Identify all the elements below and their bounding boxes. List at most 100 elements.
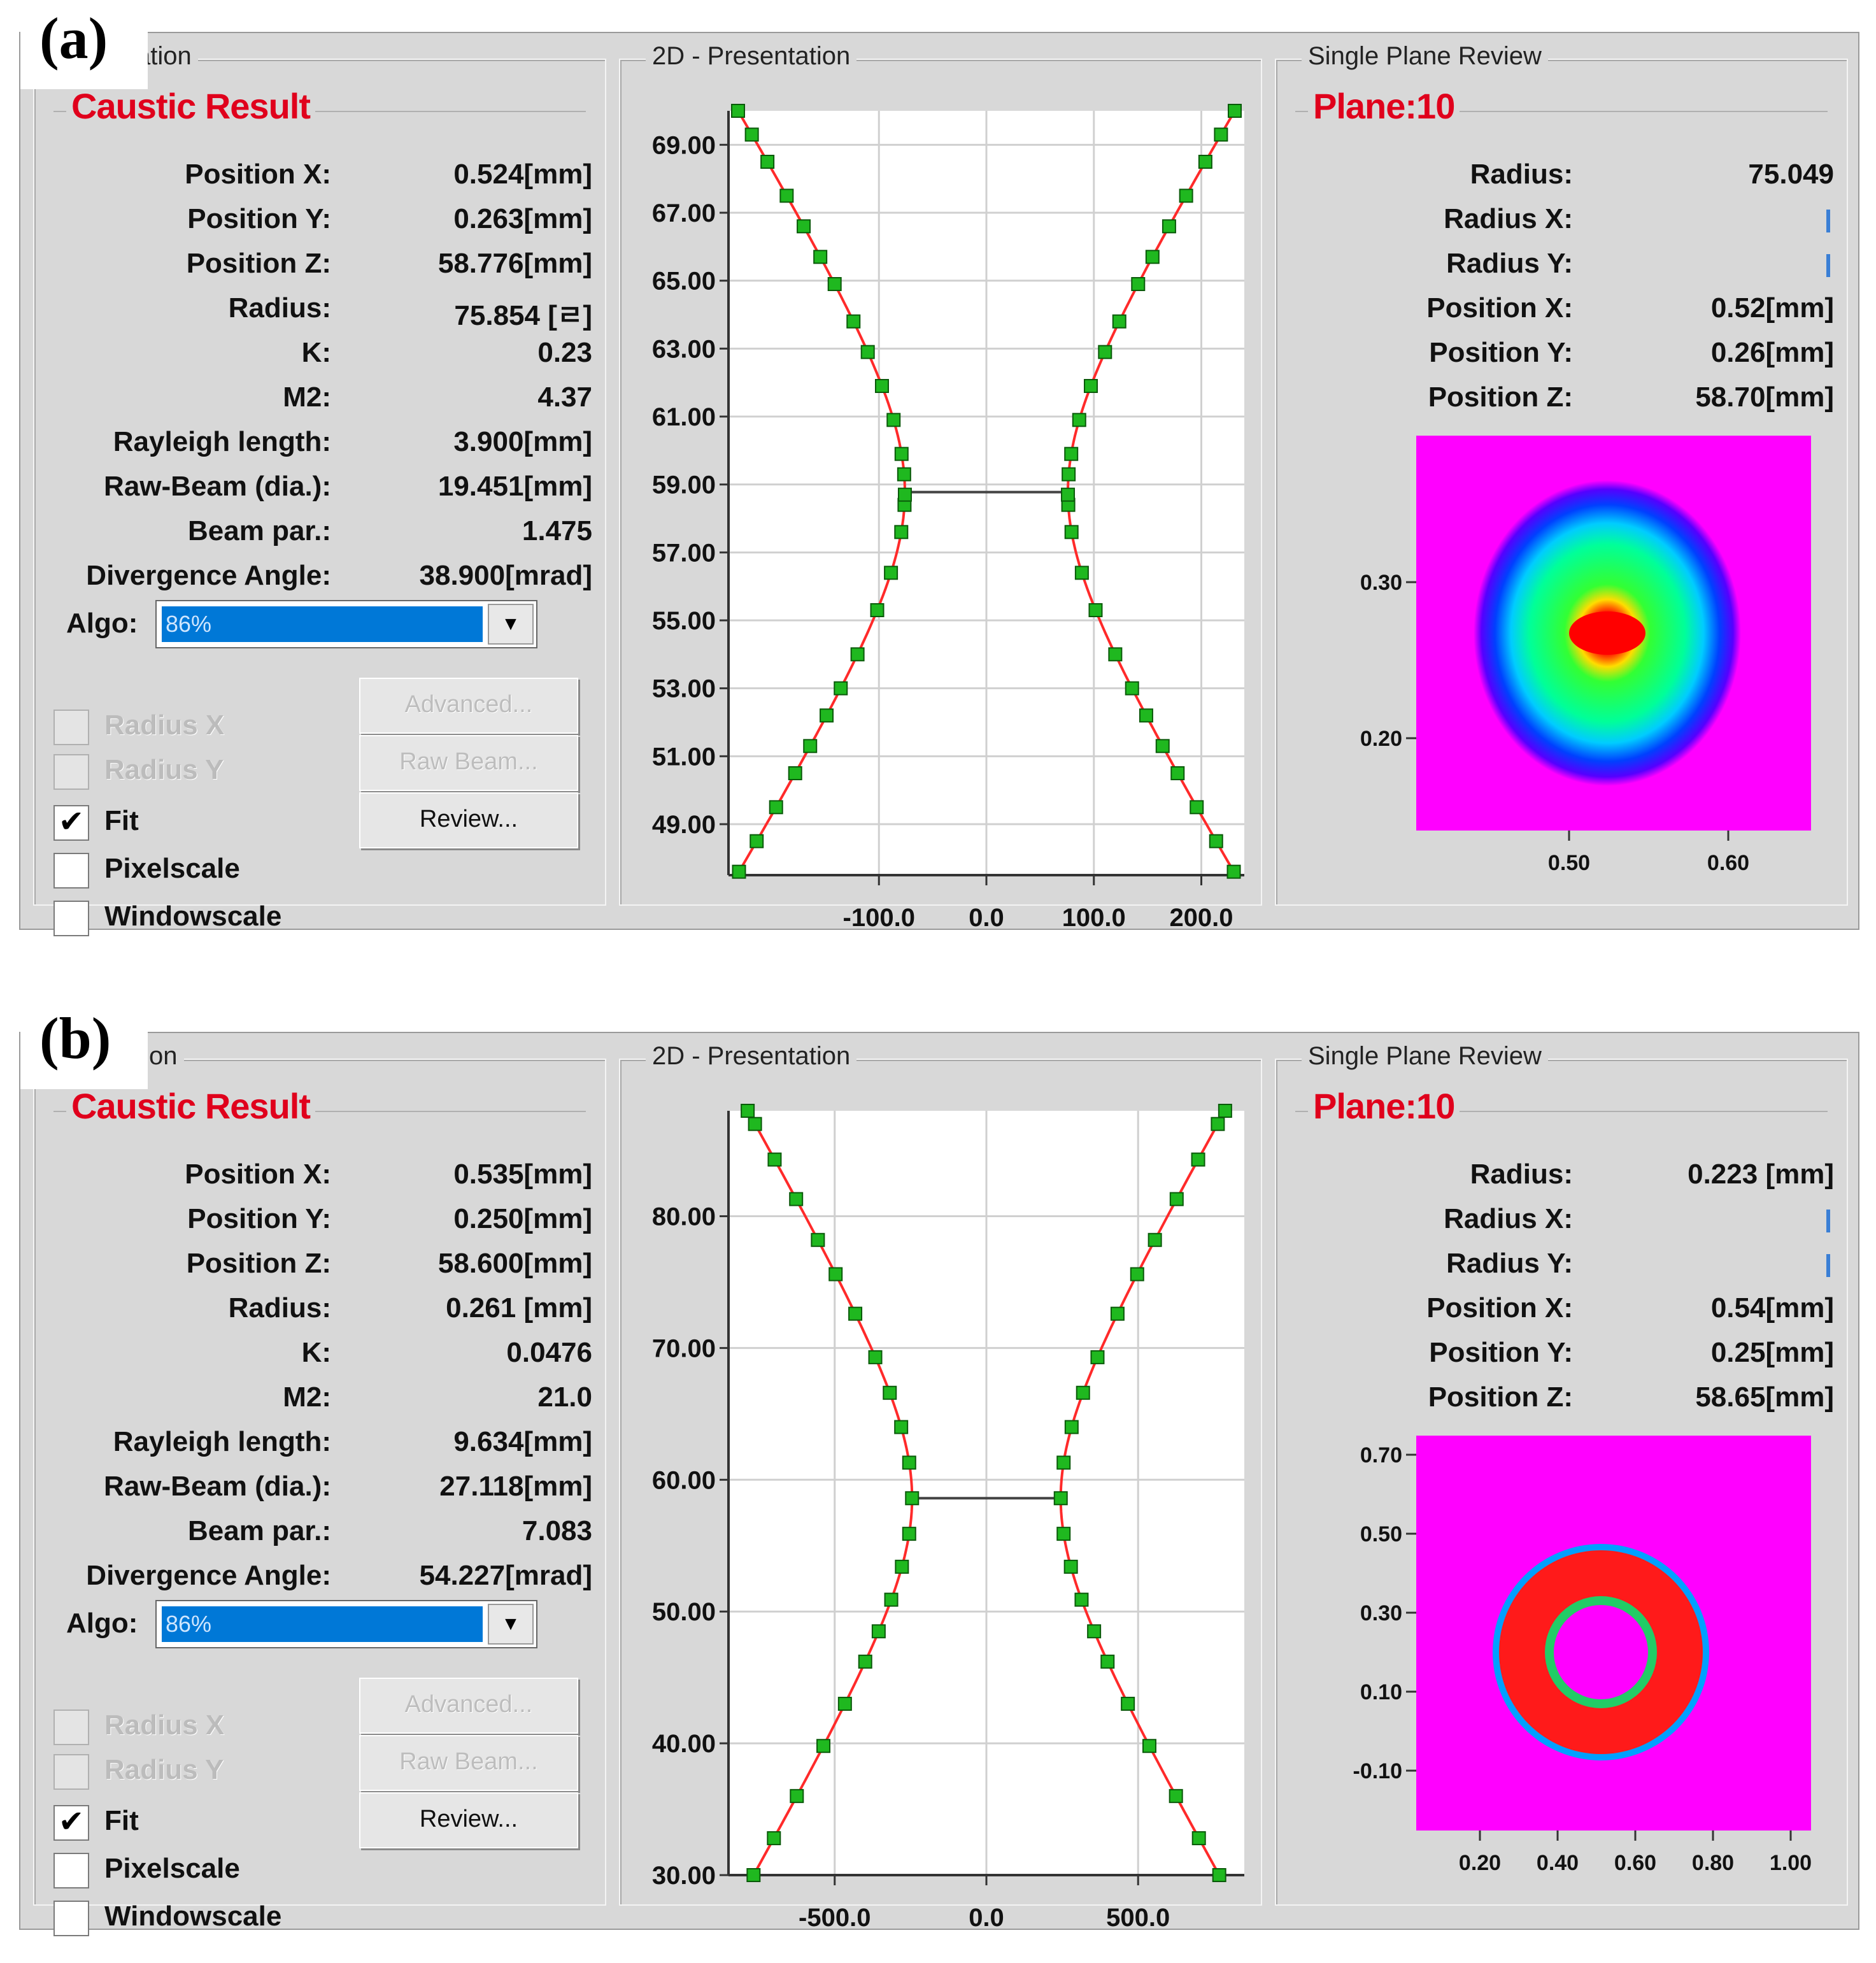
field-label: Divergence Angle: [86,1560,331,1591]
review-field-label: Radius Y: [1446,248,1573,279]
checkbox-fit[interactable]: ✔ [53,1805,89,1841]
algo-label: Algo: [66,1608,138,1639]
checkbox-label: Fit [104,1805,139,1836]
field-label: Beam par.: [188,515,331,546]
divider [53,1111,586,1112]
data-point [1198,155,1212,169]
data-point [1191,1831,1206,1846]
y-tick-label: 51.00 [652,743,716,771]
heat-x-tick-label: 0.80 [1692,1851,1734,1875]
field-label: Beam par.: [188,1515,331,1546]
checkbox-fit[interactable]: ✔ [53,805,89,841]
data-point [1142,1739,1156,1753]
checkbox-radius-y [53,1754,89,1790]
review-button[interactable]: Review... [359,1792,578,1848]
field-label: Position X: [185,159,331,190]
data-point [1148,1232,1162,1247]
data-point [850,647,865,662]
data-point [1064,1420,1079,1434]
y-tick-label: 69.00 [652,131,716,159]
heat-x-tick-label: 0.60 [1707,851,1749,875]
data-point [1139,708,1153,723]
data-point [897,487,912,502]
review-button[interactable]: Review... [359,792,578,848]
group-title: Single Plane Review [1302,42,1548,71]
field-label: Position Y: [187,1203,331,1234]
data-point [803,739,818,753]
data-point [1063,1559,1078,1574]
data-point [1074,566,1089,580]
checkbox-windowscale[interactable] [53,1901,89,1936]
data-point [1090,1350,1105,1364]
caustic-window-a: (a) ation Caustic Result Algo: 86% ▼ Pos… [19,0,1859,936]
checkbox-pixelscale[interactable] [53,853,89,889]
data-point [834,681,848,696]
ring-hole [1554,1605,1648,1699]
data-point [1125,681,1139,696]
advanced-button: Advanced... [359,678,578,734]
data-point [827,277,842,291]
field-value: 0.250[mm] [453,1203,592,1234]
data-point [767,1831,781,1846]
group-title: Single Plane Review [1302,1042,1548,1071]
raw-beam-button: Raw Beam... [359,1735,578,1791]
heat-x-tick-label: 0.50 [1548,851,1590,875]
field-value: 38.900[mrad] [419,560,592,591]
x-tick-label: 100.0 [1062,904,1126,932]
algo-label: Algo: [66,608,138,639]
caustic-result-title: Caustic Result [66,85,315,127]
beam-core [1569,611,1645,655]
data-point [874,379,889,393]
data-point [897,467,911,482]
data-point [1112,314,1126,329]
algo-select[interactable]: 86% ▼ [155,1600,537,1648]
field-label: Radius: [228,1292,331,1324]
caustic-result-title: Caustic Result [66,1085,315,1127]
algo-select[interactable]: 86% ▼ [155,600,537,648]
data-point [1179,189,1193,203]
review-field-label: Position Y: [1429,337,1573,368]
data-point [1162,219,1176,234]
data-point [1088,603,1103,617]
heat-y-tick-label: 0.30 [1360,1601,1402,1625]
data-point [813,250,828,264]
data-point [1100,1654,1115,1669]
checkbox-label: Pixelscale [104,853,240,884]
y-tick-label: 80.00 [652,1203,716,1231]
advanced-button: Advanced... [359,1678,578,1734]
review-field-label: Position X: [1426,292,1573,324]
checkbox-label: Windowscale [104,1901,282,1932]
value-cursor [1826,210,1830,232]
review-field-label: Radius X: [1444,1203,1573,1234]
chevron-down-icon[interactable]: ▼ [488,604,534,645]
checkbox-label: Radius Y [104,754,224,785]
data-point [1209,834,1223,848]
data-point [1218,1104,1232,1118]
review-field-label: Position Y: [1429,1337,1573,1368]
field-label: Rayleigh length: [113,1426,331,1457]
checkbox-windowscale[interactable] [53,901,89,936]
field-value: 27.118[mm] [439,1471,592,1502]
single-plane-review-group: Single Plane Review Plane:10 Radius: 75.0… [1275,42,1848,906]
data-point [779,189,794,203]
field-value: 0.524[mm] [453,159,592,190]
presentation-group: 2D - Presentation 69.00 67.00 65.00 63.00 61… [619,42,1262,932]
field-value: 0.0476 [506,1337,592,1368]
figure-label: (a) [20,0,148,89]
caustic-result-group: tion Caustic Result Algo: 86% ▼ Position… [33,1042,606,1936]
data-point [868,1350,883,1364]
checkbox-label: Pixelscale [104,1853,240,1884]
single-plane-review-group: Single Plane Review Plane:10 Radius: 0.22… [1275,1042,1848,1906]
data-point [820,708,834,723]
data-point [767,1152,782,1167]
chevron-down-icon[interactable]: ▼ [488,1604,534,1645]
data-point [870,603,885,617]
checkbox-radius-x [53,1710,89,1745]
data-point [1072,413,1086,427]
y-tick-label: 55.00 [652,607,716,635]
checkbox-pixelscale[interactable] [53,1853,89,1888]
field-value: 1.475 [522,515,592,546]
algo-selected-value: 86% [162,1606,483,1642]
data-point [1211,1117,1225,1131]
data-point [883,1385,897,1400]
